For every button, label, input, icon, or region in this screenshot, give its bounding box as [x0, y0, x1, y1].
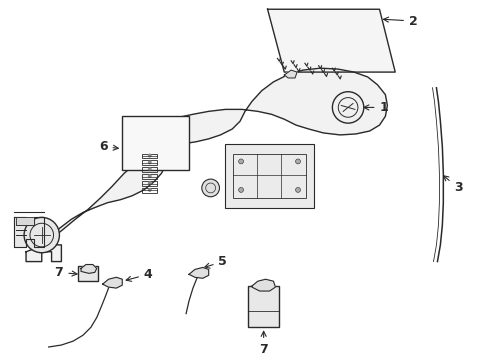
Text: 4: 4: [126, 268, 152, 281]
Bar: [142, 154, 157, 158]
Bar: [142, 167, 157, 172]
Text: 7: 7: [259, 332, 268, 356]
Circle shape: [148, 188, 152, 192]
Circle shape: [239, 159, 244, 164]
Bar: [225, 144, 314, 208]
Circle shape: [295, 159, 300, 164]
Bar: [122, 116, 189, 170]
Polygon shape: [284, 70, 297, 78]
Bar: [78, 266, 98, 281]
Text: 2: 2: [384, 14, 417, 27]
Circle shape: [239, 188, 244, 192]
Circle shape: [332, 92, 364, 123]
Bar: [248, 286, 279, 327]
Text: 7: 7: [54, 266, 77, 279]
Text: 1: 1: [364, 101, 388, 114]
Text: 3: 3: [443, 176, 463, 194]
Circle shape: [148, 161, 152, 165]
Text: 5: 5: [205, 255, 227, 268]
Bar: [233, 154, 306, 198]
Circle shape: [148, 154, 152, 158]
Polygon shape: [102, 277, 122, 288]
Bar: [142, 161, 157, 165]
Circle shape: [202, 179, 220, 197]
Polygon shape: [189, 267, 209, 278]
Polygon shape: [268, 9, 395, 72]
Polygon shape: [252, 279, 275, 291]
Polygon shape: [26, 68, 388, 262]
Circle shape: [148, 181, 152, 185]
Bar: [16, 217, 34, 225]
Circle shape: [148, 167, 152, 171]
Circle shape: [295, 188, 300, 192]
Bar: [142, 181, 157, 186]
Text: 6: 6: [99, 140, 118, 153]
Polygon shape: [14, 217, 44, 247]
Circle shape: [24, 217, 59, 253]
Polygon shape: [81, 265, 97, 273]
Bar: [142, 174, 157, 179]
Bar: [142, 188, 157, 193]
Circle shape: [148, 174, 152, 178]
